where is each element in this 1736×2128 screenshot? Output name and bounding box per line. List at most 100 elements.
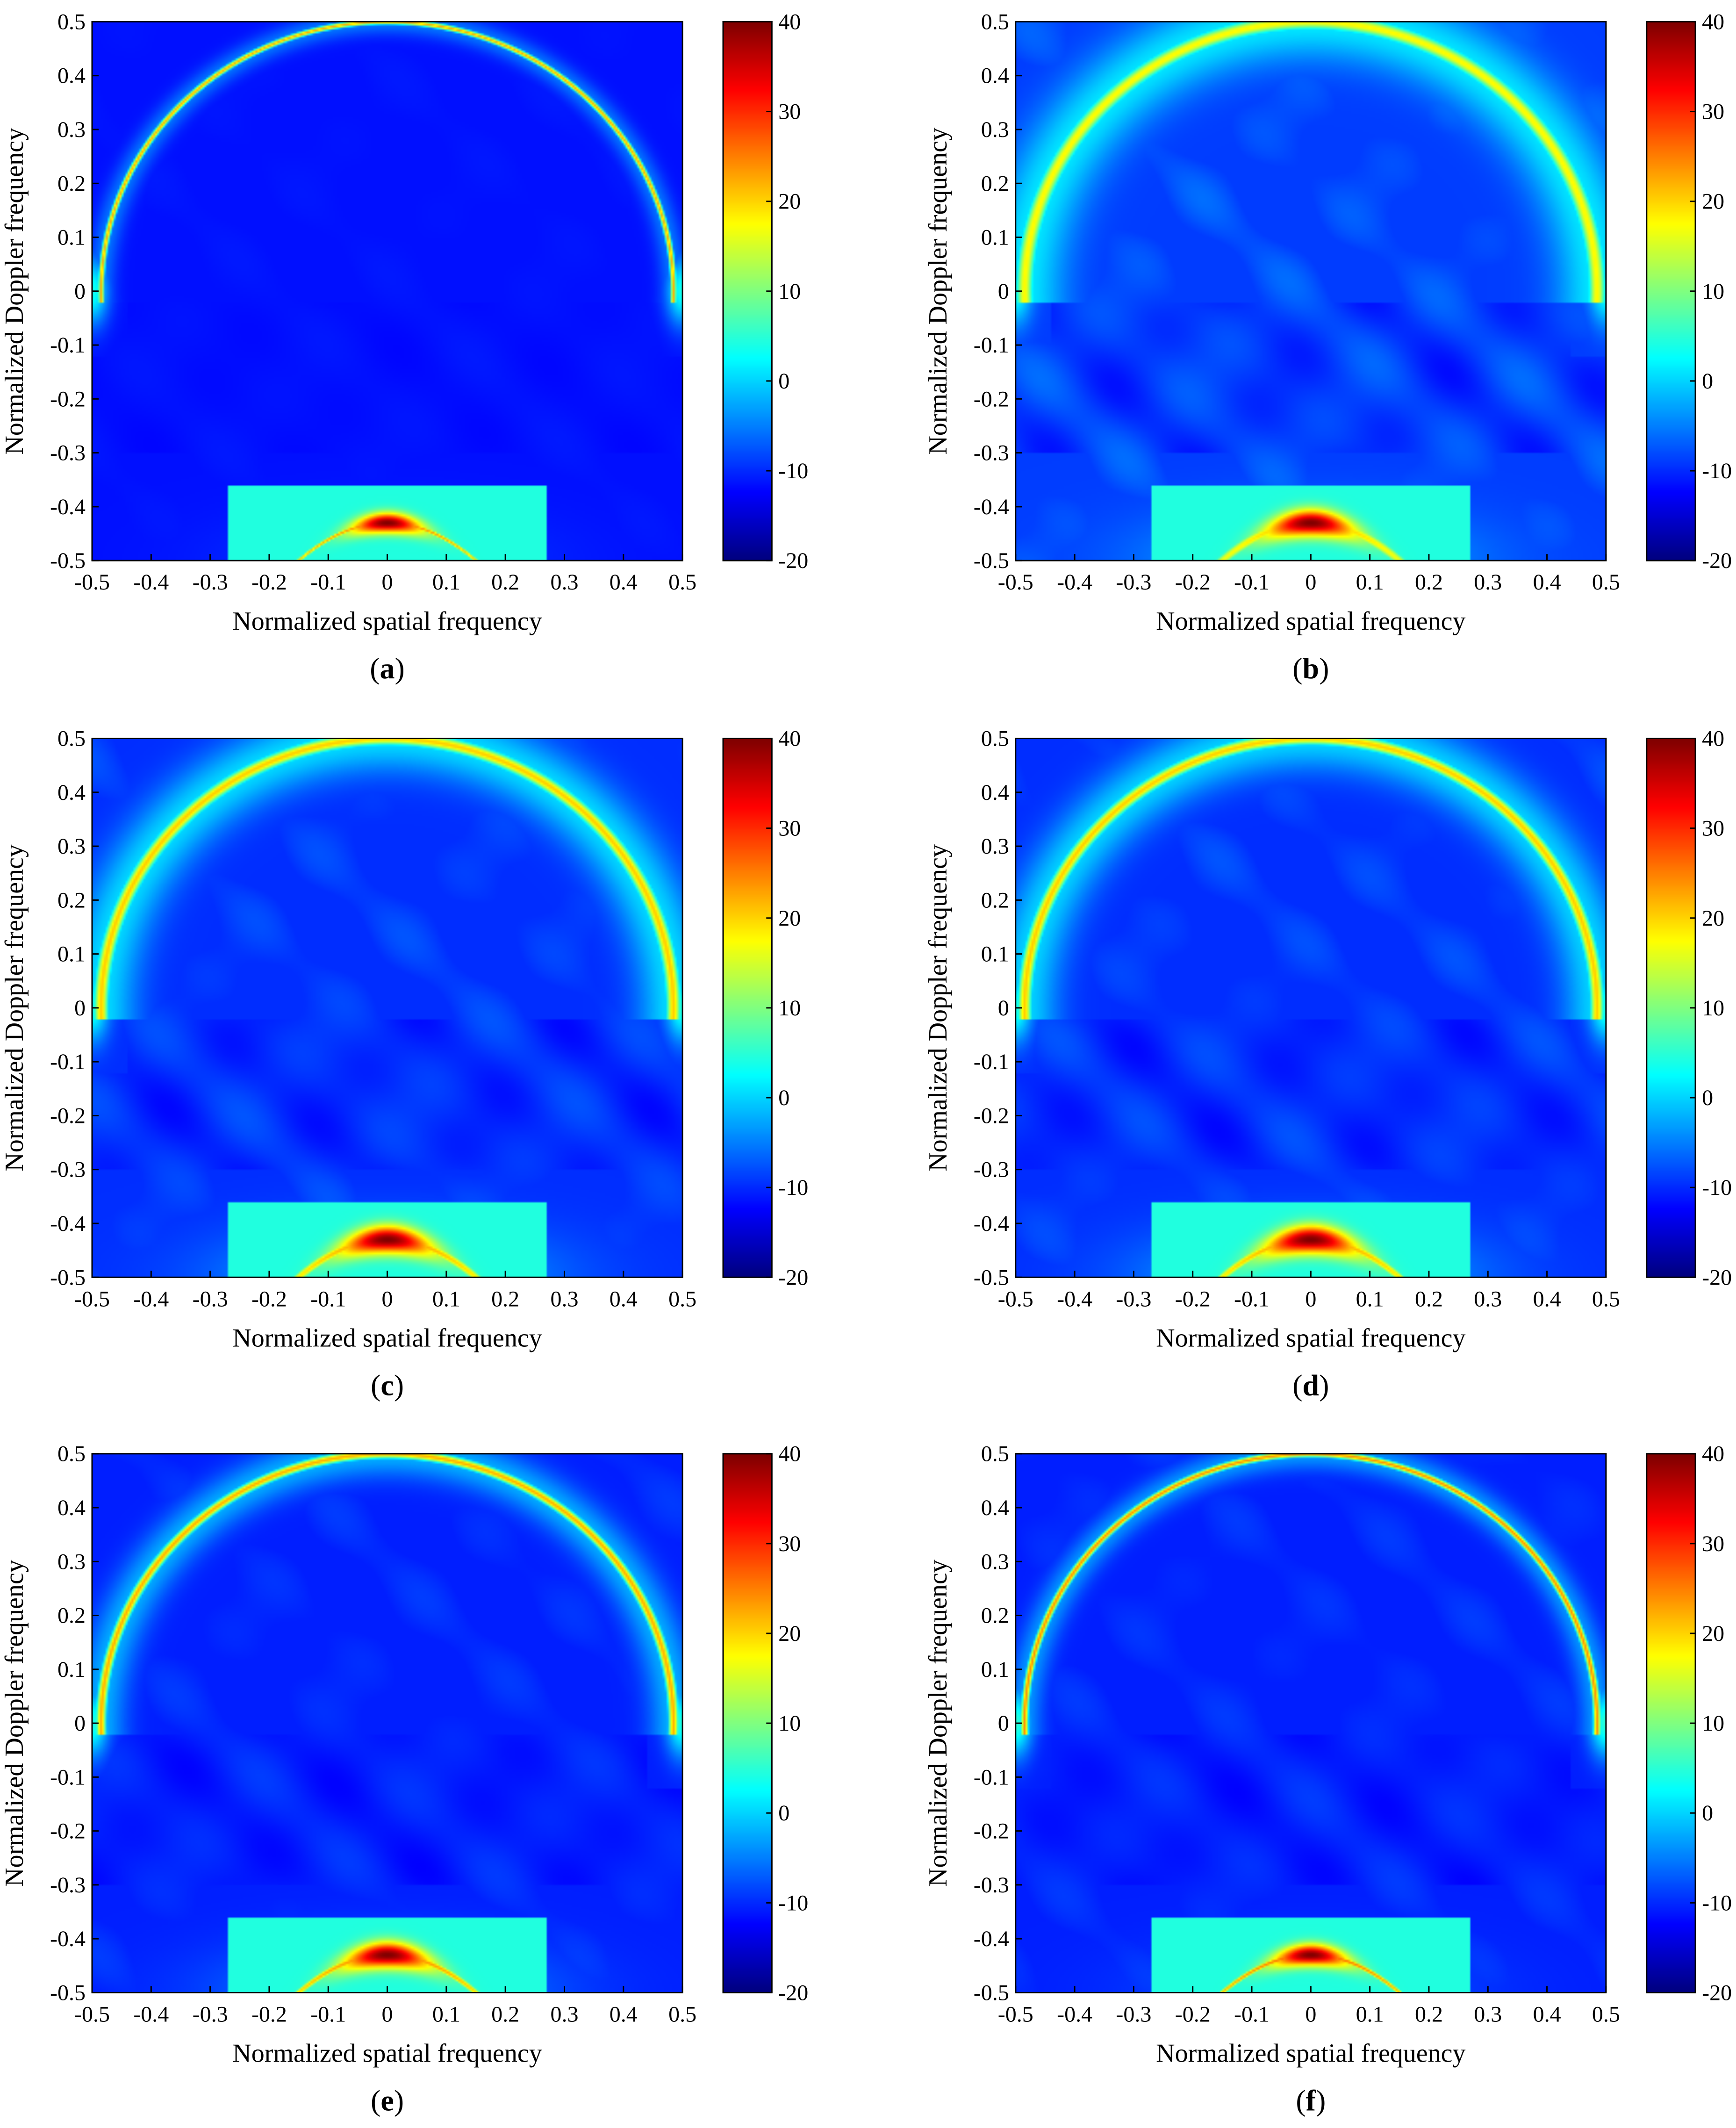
x-tick-label: 0.4 — [1533, 2002, 1561, 2027]
x-tick-label: -0.5 — [74, 570, 110, 595]
colorbar-tick-label: 0 — [778, 1086, 789, 1110]
y-tick-label: 0.4 — [981, 64, 1009, 88]
y-tick-label: 0.2 — [57, 1603, 86, 1628]
y-tick-label: -0.1 — [50, 1050, 86, 1074]
y-tick-label: 0 — [74, 279, 86, 304]
x-tick-label: 0.2 — [1415, 1287, 1443, 1311]
x-axis-label: Normalized spatial frequency — [1156, 2039, 1465, 2068]
x-tick-label: -0.3 — [193, 2002, 228, 2027]
colorbar-tick-label: 0 — [778, 369, 789, 394]
x-tick-label: 0.4 — [610, 570, 638, 595]
colorbar-tick-label: 30 — [1702, 100, 1724, 124]
x-tick-label: -0.4 — [1057, 1287, 1092, 1311]
panel-b: -0.5 -0.4 -0.3 -0.2 -0.1 0 0.1 0.2 0.3 0.4 0.5 0.5 0… — [924, 9, 1732, 685]
colorbar-tick-label: 10 — [1702, 279, 1724, 304]
x-tick-label: -0.4 — [133, 2002, 169, 2027]
x-tick-label: 0.2 — [1415, 2002, 1443, 2027]
panel-d: -0.5 -0.4 -0.3 -0.2 -0.1 0 0.1 0.2 0.3 0.4 0.5 0.5 0… — [924, 726, 1732, 1402]
x-axis-label: Normalized spatial frequency — [232, 607, 542, 636]
x-tick-label: 0.1 — [1356, 2002, 1384, 2027]
y-tick-label: -0.2 — [50, 1103, 86, 1128]
x-tick-label: 0.5 — [1592, 2002, 1620, 2027]
x-tick-label: 0.1 — [432, 1287, 460, 1311]
x-axis-label: Normalized spatial frequency — [232, 1323, 542, 1352]
colorbar-frame — [722, 738, 773, 1278]
panel-label: (a) — [370, 652, 405, 685]
colorbar-tick-label: 20 — [1702, 1621, 1724, 1646]
colorbar-tick-label: -20 — [1702, 548, 1732, 573]
y-tick-label: 0.2 — [57, 888, 86, 913]
panel-e: -0.5 -0.4 -0.3 -0.2 -0.1 0 0.1 0.2 0.3 0.4 0.5 0.5 0… — [0, 1442, 808, 2117]
x-tick-label: -0.4 — [133, 1287, 169, 1311]
y-tick-label: -0.2 — [974, 387, 1009, 411]
y-tick-label: 0.4 — [57, 780, 86, 805]
heatmap-image — [1015, 22, 1606, 561]
colorbar-tick-label: -20 — [778, 1265, 808, 1290]
y-tick-label: -0.5 — [50, 548, 86, 573]
x-tick-label: -0.2 — [1175, 2002, 1211, 2027]
panel-label: (f) — [1296, 2084, 1326, 2117]
x-tick-label: -0.2 — [1175, 1287, 1211, 1311]
y-tick-label: -0.3 — [50, 441, 86, 466]
x-tick-label: -0.3 — [1116, 570, 1151, 595]
x-tick-label: 0.5 — [668, 1287, 696, 1311]
colorbar — [1646, 738, 1696, 1278]
x-tick-label: -0.4 — [1057, 570, 1092, 595]
y-tick-label: 0.4 — [981, 1495, 1009, 1520]
colorbar-tick-label: 10 — [1702, 1711, 1724, 1736]
x-tick-label: -0.3 — [1116, 1287, 1151, 1311]
y-tick-label: 0.1 — [57, 1657, 86, 1682]
y-tick-label: 0.2 — [981, 888, 1009, 913]
colorbar-tick-label: 40 — [1702, 726, 1724, 751]
y-tick-label: -0.3 — [974, 1873, 1009, 1898]
x-tick-label: 0.2 — [491, 570, 519, 595]
colorbar-tick-label: 40 — [778, 1442, 801, 1467]
y-tick-label: -0.5 — [50, 1980, 86, 2005]
colorbar-tick-label: 30 — [778, 816, 801, 841]
y-tick-label: -0.3 — [974, 441, 1009, 466]
x-tick-label: -0.1 — [1234, 1287, 1270, 1311]
heatmap-image — [1015, 738, 1606, 1278]
colorbar-tick-label: 20 — [778, 906, 801, 931]
x-tick-label: -0.5 — [998, 1287, 1033, 1311]
y-axis-label: Normalized Doppler frequency — [924, 1560, 953, 1887]
y-tick-label: 0.1 — [57, 942, 86, 967]
y-tick-label: 0.3 — [981, 117, 1009, 142]
x-tick-label: -0.1 — [310, 1287, 346, 1311]
colorbar-tick-label: 40 — [1702, 9, 1724, 34]
x-tick-label: -0.1 — [1234, 570, 1270, 595]
colorbar-frame — [722, 1453, 773, 1993]
y-axis-label: Normalized Doppler frequency — [924, 844, 953, 1172]
x-tick-label: -0.2 — [251, 2002, 287, 2027]
colorbar — [1646, 1453, 1696, 1993]
y-tick-label: -0.1 — [974, 333, 1009, 358]
colorbar-tick-label: -10 — [778, 459, 808, 483]
y-tick-label: 0.5 — [981, 726, 1009, 751]
x-tick-label: -0.2 — [251, 570, 287, 595]
y-tick-label: -0.4 — [50, 1211, 86, 1236]
colorbar — [1646, 22, 1696, 561]
y-axis-label: Normalized Doppler frequency — [0, 128, 29, 455]
colorbar-tick-label: 20 — [1702, 189, 1724, 214]
y-tick-label: -0.4 — [50, 1927, 86, 1951]
x-axis-label: Normalized spatial frequency — [232, 2039, 542, 2068]
x-tick-label: -0.3 — [1116, 2002, 1151, 2027]
y-tick-label: 0 — [998, 1711, 1009, 1736]
x-tick-label: -0.1 — [310, 570, 346, 595]
y-tick-label: -0.4 — [974, 1927, 1009, 1951]
x-tick-label: 0 — [382, 1287, 393, 1311]
y-tick-label: -0.1 — [974, 1050, 1009, 1074]
y-axis-label: Normalized Doppler frequency — [924, 128, 953, 455]
x-tick-label: -0.4 — [1057, 2002, 1092, 2027]
x-tick-label: 0.3 — [1474, 570, 1502, 595]
heatmap-image — [1015, 1453, 1606, 1993]
panel-label: (e) — [371, 2084, 404, 2117]
x-tick-label: -0.3 — [193, 1287, 228, 1311]
colorbar-tick-label: -10 — [778, 1175, 808, 1200]
panel-label: (c) — [371, 1368, 404, 1402]
colorbar-tick-label: 40 — [778, 9, 801, 34]
y-tick-label: 0.1 — [981, 1657, 1009, 1682]
colorbar-tick-label: 10 — [778, 1711, 801, 1736]
